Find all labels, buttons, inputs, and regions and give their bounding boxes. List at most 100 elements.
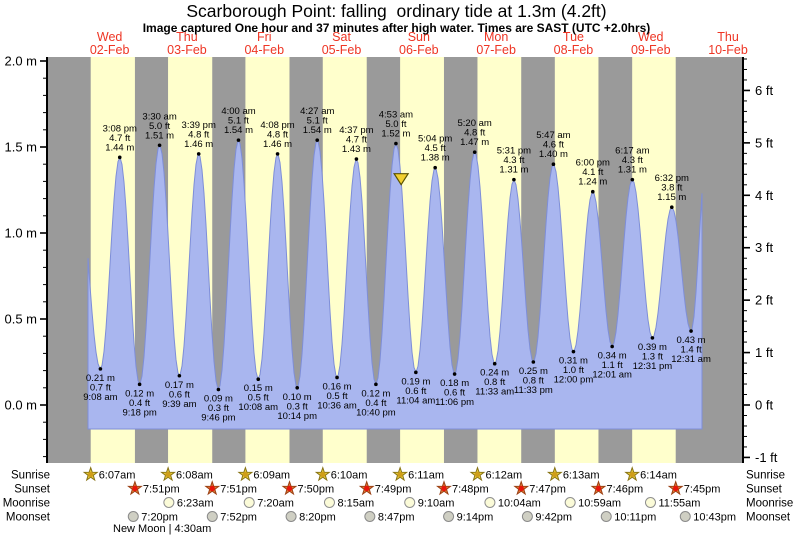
- astro-event-time: 7:20pm: [141, 512, 178, 524]
- astro-event-time: 9:42pm: [535, 512, 572, 524]
- moonrise-circle-icon: [484, 497, 496, 508]
- astro-event-time: 10:43pm: [693, 512, 736, 524]
- low-tide-label: 0.16 m: [323, 381, 352, 392]
- tide-extreme-dot: [689, 329, 693, 333]
- high-tide-label: 4:27 am: [300, 106, 334, 117]
- low-tide-label: 0.7 ft: [90, 382, 111, 393]
- day-label-date: 07-Feb: [476, 43, 516, 57]
- left-axis-tick-label: 1.0 m: [4, 226, 37, 241]
- astro-event-time: 6:07am: [99, 470, 136, 482]
- low-tide-label: 0.6 ft: [405, 386, 426, 397]
- high-tide-label: 5.0 ft: [385, 119, 406, 130]
- high-tide-label: 4.6 ft: [543, 140, 564, 151]
- moonset-circle-icon: [443, 511, 455, 522]
- high-tide-label: 4:00 am: [221, 106, 255, 117]
- day-label-name: Tue: [563, 30, 584, 44]
- astro-event-time: 8:20pm: [299, 512, 336, 524]
- low-tide-label: 1.1 ft: [602, 360, 623, 371]
- astro-row-label-left: Sunrise: [11, 470, 50, 482]
- high-tide-label: 4.3 ft: [622, 155, 643, 166]
- day-label-name: Thu: [176, 30, 198, 44]
- moonset-circle-icon: [127, 511, 139, 522]
- right-axis-tick-label: 2 ft: [755, 293, 773, 308]
- low-tide-label: 11:33 pm: [514, 385, 553, 396]
- astro-event-time: 6:10am: [331, 470, 368, 482]
- low-tide-label: 11:06 pm: [435, 397, 474, 408]
- astro-event-time: 8:47pm: [378, 512, 415, 524]
- high-tide-label: 6:17 am: [615, 146, 649, 157]
- astro-event-time: 6:08am: [176, 470, 213, 482]
- sunrise-star-icon-core: [629, 471, 635, 478]
- low-tide-label: 10:08 am: [238, 402, 278, 413]
- page-subtitle: Image captured One hour and 37 minutes a…: [142, 21, 651, 35]
- moonrise-circle-icon: [163, 497, 175, 508]
- astro-event-time: 11:55am: [658, 498, 700, 510]
- low-tide-label: 0.09 m: [204, 394, 233, 405]
- tide-extreme-dot: [452, 372, 457, 376]
- low-tide-label: 11:04 am: [396, 395, 435, 406]
- astro-event-time: 7:45pm: [684, 484, 721, 496]
- astro-row-label-right: Sunset: [746, 484, 783, 496]
- sunrise-star-icon-core: [88, 471, 94, 478]
- moonrise-circle-icon: [243, 497, 255, 508]
- tide-extreme-dot: [335, 375, 339, 380]
- high-tide-label: 1.54 m: [303, 125, 332, 136]
- left-axis-tick-label: 2.0 m: [4, 54, 37, 69]
- sunrise-star-icon-core: [320, 471, 326, 478]
- tide-extreme-dot: [354, 157, 359, 161]
- high-tide-label: 1.46 m: [184, 139, 213, 150]
- low-tide-label: 0.4 ft: [365, 398, 386, 409]
- left-axis-tick-label: 0.0 m: [4, 398, 37, 413]
- tide-extreme-dot: [630, 177, 635, 182]
- new-moon-note: New Moon | 4:30am: [113, 523, 211, 535]
- tide-extreme-dot: [472, 150, 477, 154]
- day-label-date: 03-Feb: [167, 43, 207, 57]
- astro-event-time: 6:09am: [253, 470, 290, 482]
- astro-row-label-left: Moonrise: [3, 498, 50, 510]
- tide-extreme-dot: [117, 155, 122, 160]
- low-tide-label: 11:33 am: [475, 387, 514, 398]
- astro-event-time: 7:46pm: [606, 484, 643, 496]
- moonset-circle-icon: [521, 511, 533, 522]
- low-tide-label: 0.3 ft: [208, 403, 229, 414]
- moonset-circle-icon: [285, 511, 297, 522]
- low-tide-label: 1.0 ft: [563, 365, 584, 376]
- high-tide-label: 4:37 pm: [339, 125, 373, 136]
- sunset-star-icon-core: [364, 485, 370, 492]
- day-label-date: 08-Feb: [554, 43, 594, 57]
- astro-event-time: 6:12am: [485, 470, 522, 482]
- astro-event-time: 7:51pm: [220, 484, 257, 496]
- low-tide-label: 0.24 m: [480, 368, 509, 379]
- astro-event-time: 9:14pm: [457, 512, 494, 524]
- right-axis-tick-label: -1 ft: [755, 450, 778, 465]
- day-label-name: Sat: [332, 30, 351, 44]
- high-tide-label: 4.1 ft: [582, 167, 603, 178]
- low-tide-label: 9:39 am: [162, 399, 196, 410]
- high-tide-label: 6:00 pm: [576, 158, 610, 169]
- astro-event-time: 7:48pm: [452, 484, 489, 496]
- tide-extreme-dot: [433, 165, 437, 170]
- high-tide-label: 1.44 m: [105, 142, 134, 153]
- sunset-star-icon-core: [209, 485, 215, 492]
- day-label-date: 10-Feb: [708, 43, 748, 57]
- tide-extreme-dot: [512, 177, 516, 182]
- sunrise-star-icon-core: [165, 471, 171, 478]
- astro-event-time: 10:11pm: [614, 512, 656, 524]
- low-tide-label: 0.31 m: [559, 356, 588, 367]
- tide-extreme-dot: [650, 336, 655, 340]
- astro-event-time: 10:04am: [498, 498, 541, 510]
- moonset-circle-icon: [679, 511, 691, 522]
- tide-extreme-dot: [98, 367, 103, 371]
- astro-event-time: 7:50pm: [297, 484, 334, 496]
- high-tide-label: 4:53 am: [379, 110, 413, 121]
- high-tide-label: 3:39 pm: [182, 120, 216, 131]
- sunset-star-icon-core: [518, 485, 524, 492]
- right-axis-tick-label: 1 ft: [755, 345, 773, 360]
- tide-extreme-dot: [177, 373, 182, 378]
- moonset-circle-icon: [206, 511, 218, 522]
- low-tide-label: 0.43 m: [677, 335, 706, 346]
- moonrise-circle-icon: [564, 497, 576, 508]
- tide-extreme-dot: [275, 152, 280, 156]
- high-tide-label: 1.43 m: [342, 144, 371, 155]
